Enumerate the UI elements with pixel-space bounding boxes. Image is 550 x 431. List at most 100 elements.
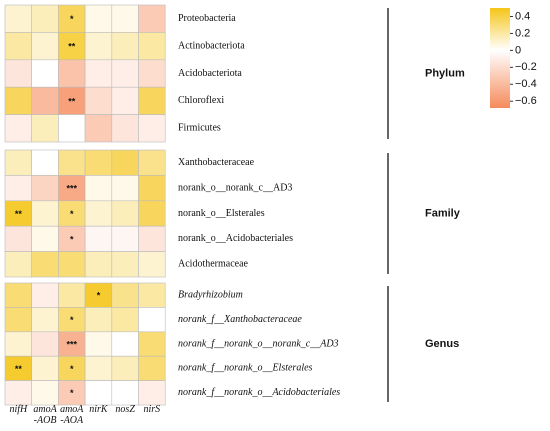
cell bbox=[31, 225, 59, 252]
column-label: amoA -AOA bbox=[60, 404, 84, 426]
row-label: norank_f__Xanthobacteraceae bbox=[178, 314, 302, 325]
cell bbox=[4, 149, 33, 176]
cell bbox=[84, 331, 113, 357]
cell bbox=[4, 331, 33, 357]
cell bbox=[138, 149, 166, 176]
significance: * bbox=[70, 234, 74, 244]
cell bbox=[4, 114, 33, 143]
significance: * bbox=[70, 209, 74, 219]
cell bbox=[111, 331, 139, 357]
cell bbox=[58, 149, 86, 176]
column-label-line: amoA bbox=[60, 404, 84, 415]
cell bbox=[138, 4, 166, 33]
cell bbox=[111, 175, 139, 202]
colorbar bbox=[490, 8, 510, 108]
colorbar-tick-label: 0.4 bbox=[515, 10, 530, 22]
cell bbox=[138, 380, 166, 406]
cell bbox=[31, 32, 59, 61]
row-label: norank_f__norank_o__Acidobacteriales bbox=[178, 387, 340, 398]
row-label: norank_f__norank_o__norank_c__AD3 bbox=[178, 338, 339, 349]
cell bbox=[31, 175, 59, 202]
cell bbox=[138, 86, 166, 115]
cell bbox=[111, 380, 139, 406]
cell bbox=[4, 307, 33, 333]
cell bbox=[84, 114, 113, 143]
cell bbox=[31, 282, 59, 308]
colorbar-tick-label: −0.6 bbox=[515, 95, 537, 107]
row-label: Bradyrhizobium bbox=[178, 289, 243, 300]
cell bbox=[111, 282, 139, 308]
cell bbox=[84, 175, 113, 202]
cell bbox=[84, 307, 113, 333]
column-label: nifH bbox=[9, 404, 28, 415]
cell bbox=[138, 175, 166, 202]
group-label: Phylum bbox=[425, 67, 465, 79]
cell bbox=[111, 307, 139, 333]
row-label: Acidothermaceae bbox=[178, 259, 249, 270]
colorbar-tick-label: −0.2 bbox=[515, 61, 537, 73]
significance: * bbox=[70, 14, 74, 24]
cell bbox=[138, 200, 166, 227]
column-label-line: -AOB bbox=[34, 415, 57, 426]
cell bbox=[58, 282, 86, 308]
row-label: Firmicutes bbox=[178, 123, 221, 134]
cell bbox=[111, 114, 139, 143]
cell bbox=[4, 86, 33, 115]
cell bbox=[31, 86, 59, 115]
row-label: norank_o__Acidobacteriales bbox=[178, 233, 293, 244]
cell bbox=[138, 282, 166, 308]
cell bbox=[84, 225, 113, 252]
significance: ** bbox=[15, 364, 23, 374]
row-label: Xanthobacteraceae bbox=[178, 157, 255, 168]
cell bbox=[31, 307, 59, 333]
column-label: nirS bbox=[144, 404, 161, 415]
cell bbox=[58, 114, 86, 143]
cell bbox=[4, 282, 33, 308]
row-label: norank_f__norank_o__Elsterales bbox=[178, 363, 313, 374]
cell bbox=[111, 355, 139, 381]
row-label: Actinobacteriota bbox=[178, 40, 245, 51]
cell bbox=[31, 251, 59, 278]
cell bbox=[138, 251, 166, 278]
group-label: Genus bbox=[425, 338, 459, 350]
column-label-line: amoA bbox=[33, 404, 57, 415]
cell bbox=[111, 200, 139, 227]
column-label-line: nirK bbox=[89, 404, 109, 415]
cell bbox=[58, 32, 86, 61]
significance: *** bbox=[66, 183, 77, 193]
column-label: amoA -AOB bbox=[33, 404, 57, 426]
colorbar-tick-label: 0.2 bbox=[515, 27, 530, 39]
cell bbox=[4, 59, 33, 88]
cell bbox=[31, 114, 59, 143]
column-label-line: nosZ bbox=[115, 404, 135, 415]
cell bbox=[31, 355, 59, 381]
cell bbox=[138, 32, 166, 61]
cell bbox=[111, 149, 139, 176]
row-label: norank_o__norank_c__AD3 bbox=[178, 182, 292, 193]
row-label: Chloroflexi bbox=[178, 95, 224, 106]
significance: * bbox=[70, 364, 74, 374]
cell bbox=[111, 251, 139, 278]
cell bbox=[84, 149, 113, 176]
cell bbox=[4, 32, 33, 61]
cell bbox=[138, 307, 166, 333]
column-label: nosZ bbox=[115, 404, 135, 415]
cell bbox=[31, 200, 59, 227]
cell bbox=[4, 251, 33, 278]
column-label-line: -AOA bbox=[60, 415, 84, 426]
cell bbox=[31, 380, 59, 406]
cell bbox=[4, 175, 33, 202]
colorbar-tick-label: 0 bbox=[515, 44, 521, 56]
cell bbox=[4, 380, 33, 406]
row-label: norank_o__Elsterales bbox=[178, 208, 265, 219]
significance: ** bbox=[68, 96, 76, 106]
cell bbox=[84, 32, 113, 61]
cell bbox=[58, 59, 86, 88]
cell bbox=[31, 149, 59, 176]
cell bbox=[58, 355, 86, 381]
cell bbox=[138, 114, 166, 143]
cell bbox=[31, 59, 59, 88]
cell bbox=[31, 4, 59, 33]
cell bbox=[31, 331, 59, 357]
significance: *** bbox=[66, 339, 77, 349]
